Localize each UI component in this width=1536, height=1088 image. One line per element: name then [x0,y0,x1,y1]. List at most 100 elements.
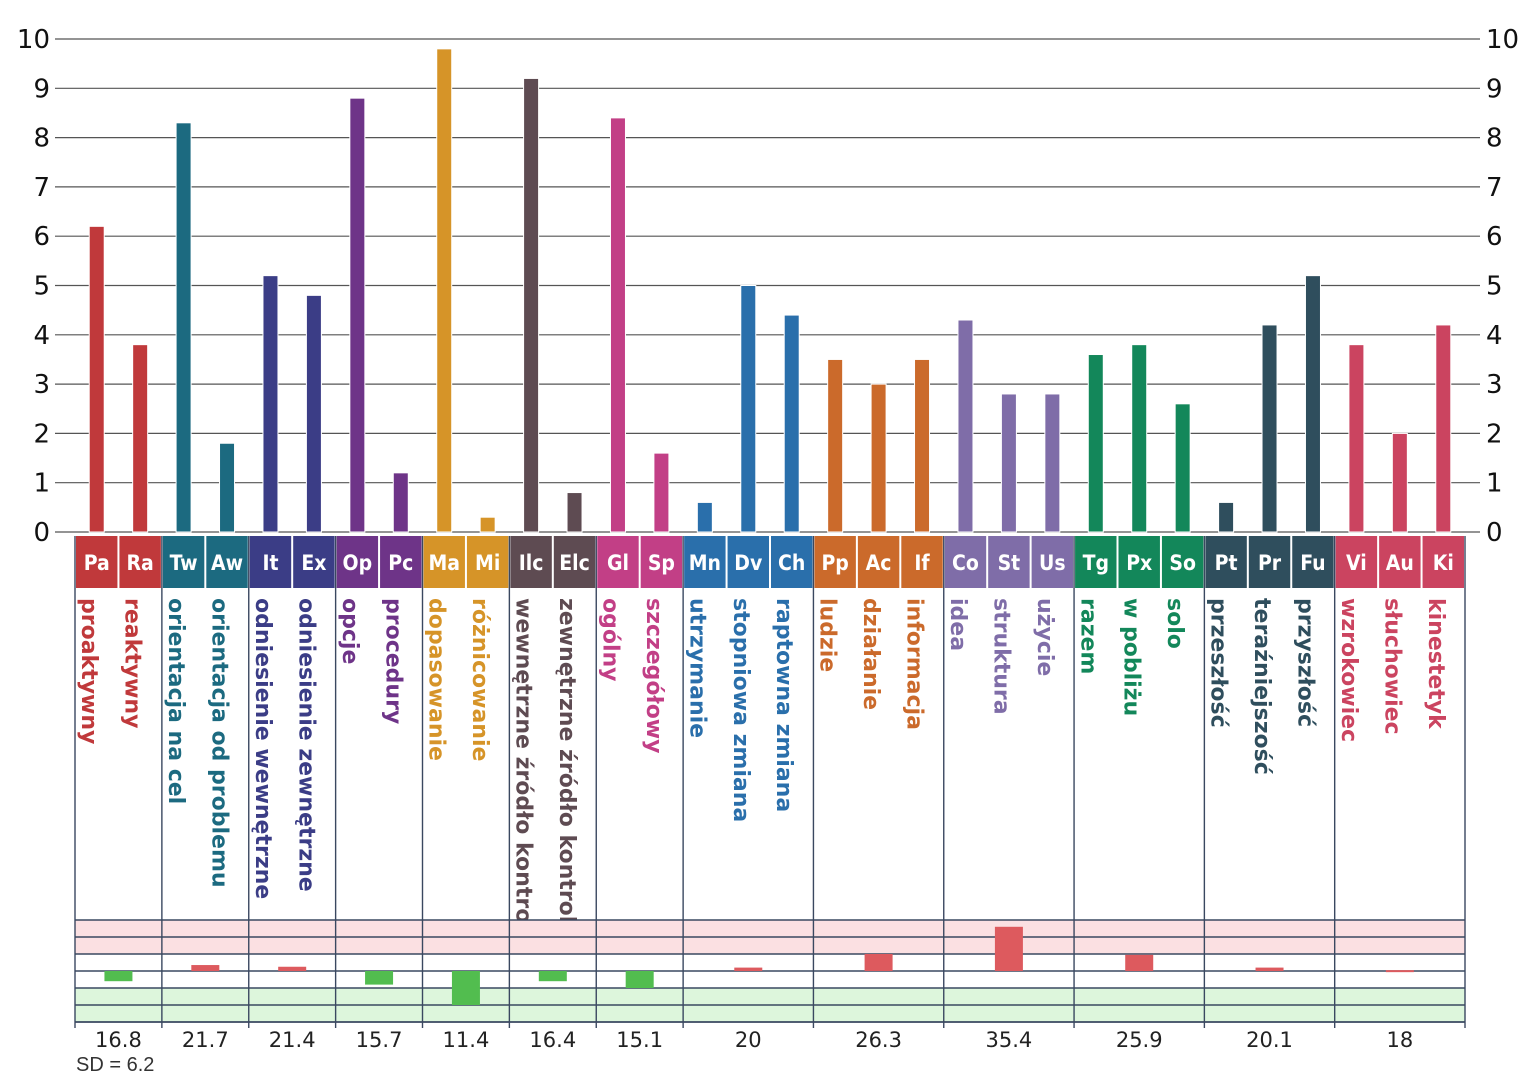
bar [1391,432,1408,533]
bar [1174,403,1191,533]
category-label: wzrokowiec [1336,598,1361,742]
code-label: Tg [1083,551,1109,575]
category-label: reaktywny [120,598,145,728]
bar [349,97,366,533]
category-label: informacja [902,598,927,730]
category-label: utrzymanie [684,598,709,738]
bar [132,344,149,533]
code-tab [1335,536,1378,588]
code-label: Ch [778,551,805,575]
code-label: St [998,551,1021,575]
code-tab [1422,536,1464,588]
code-label: Au [1386,551,1414,575]
y-tick-label-right: 2 [1486,419,1503,449]
bar [740,285,757,533]
sd-label: SD = 6.2 [76,1054,155,1076]
category-label: użycie [1032,598,1057,676]
category-label: dopasowanie [424,598,449,761]
code-tab [380,536,422,588]
category-label: raptowna zmiana [771,598,796,812]
group-score: 21.7 [182,1028,229,1052]
bar [88,225,105,533]
category-label: działanie [858,598,883,710]
y-tick-label-right: 0 [1486,518,1503,548]
code-tab [771,536,813,588]
code-label: Pc [388,551,413,575]
y-tick-label-left: 2 [33,419,50,449]
code-label: Pr [1258,551,1282,575]
bar [1348,344,1365,533]
deviation-bar [1255,967,1284,971]
code-tab [727,536,769,588]
code-tab [162,536,205,588]
code-tab [1118,536,1160,588]
bar [262,275,279,533]
code-tab [1248,536,1291,588]
group-score: 16.8 [95,1028,142,1052]
code-label: Tw [170,551,198,575]
y-tick-label-right: 4 [1486,321,1503,351]
code-label: Ex [301,551,326,575]
y-tick-label-right: 10 [1486,25,1519,55]
y-tick-label-left: 6 [33,222,50,252]
code-tab [640,536,683,588]
y-tick-label-left: 7 [33,173,50,203]
code-tab [336,536,379,588]
bar [1044,393,1061,533]
deviation-bar [538,971,567,982]
bar [1435,324,1452,533]
code-label: Ki [1433,551,1454,575]
category-label: przyszłość [1292,598,1317,727]
code-label: Pp [821,551,848,575]
code-label: If [914,551,930,575]
code-tab [988,536,1030,588]
deviation-bar [1125,954,1154,971]
bar [609,117,626,533]
code-tab [249,536,292,588]
code-tab [1379,536,1421,588]
y-tick-label-right: 6 [1486,222,1503,252]
code-label: Ra [127,551,154,575]
group-score: 20 [735,1028,762,1052]
category-label: teraźniejszość [1249,598,1274,775]
bar [479,516,496,533]
code-label: Pt [1215,551,1238,575]
bar [566,492,583,533]
deviation-bar [451,971,480,1005]
group-score: 35.4 [986,1028,1033,1052]
y-tick-label-right: 1 [1486,469,1503,499]
category-label: stopniowa zmiana [728,598,753,822]
y-tick-label-left: 1 [33,469,50,499]
category-label: procedury [380,598,405,724]
bar [436,48,453,533]
code-tab [466,536,509,588]
code-tab [206,536,248,588]
code-label: Co [952,551,979,575]
category-label: proaktywny [76,598,101,744]
group-score: 11.4 [443,1028,490,1052]
y-tick-label-right: 5 [1486,272,1503,302]
category-label: ogólny [597,598,622,682]
y-tick-label-right: 9 [1486,74,1503,104]
code-label: Vi [1346,551,1367,575]
bar [175,122,192,533]
bar [1218,501,1235,533]
bar [783,314,800,533]
bar [1304,275,1321,533]
y-tick-label-left: 10 [17,25,50,55]
bar [1261,324,1278,533]
bar [696,501,713,533]
deviation-bar [734,967,763,971]
category-label: odniesienie zewnętrzne [293,598,318,892]
category-label: odniesienie wewnętrzne [250,598,275,899]
category-label: przeszłość [1206,598,1231,728]
code-label: Us [1039,551,1066,575]
category-label: orientacja od problemu [207,598,232,888]
y-tick-label-left: 0 [33,518,50,548]
group-score: 18 [1386,1028,1413,1052]
category-label: kinestetyk [1423,598,1448,730]
deviation-bar [864,954,893,971]
code-tab [944,536,987,588]
bar [305,294,322,533]
